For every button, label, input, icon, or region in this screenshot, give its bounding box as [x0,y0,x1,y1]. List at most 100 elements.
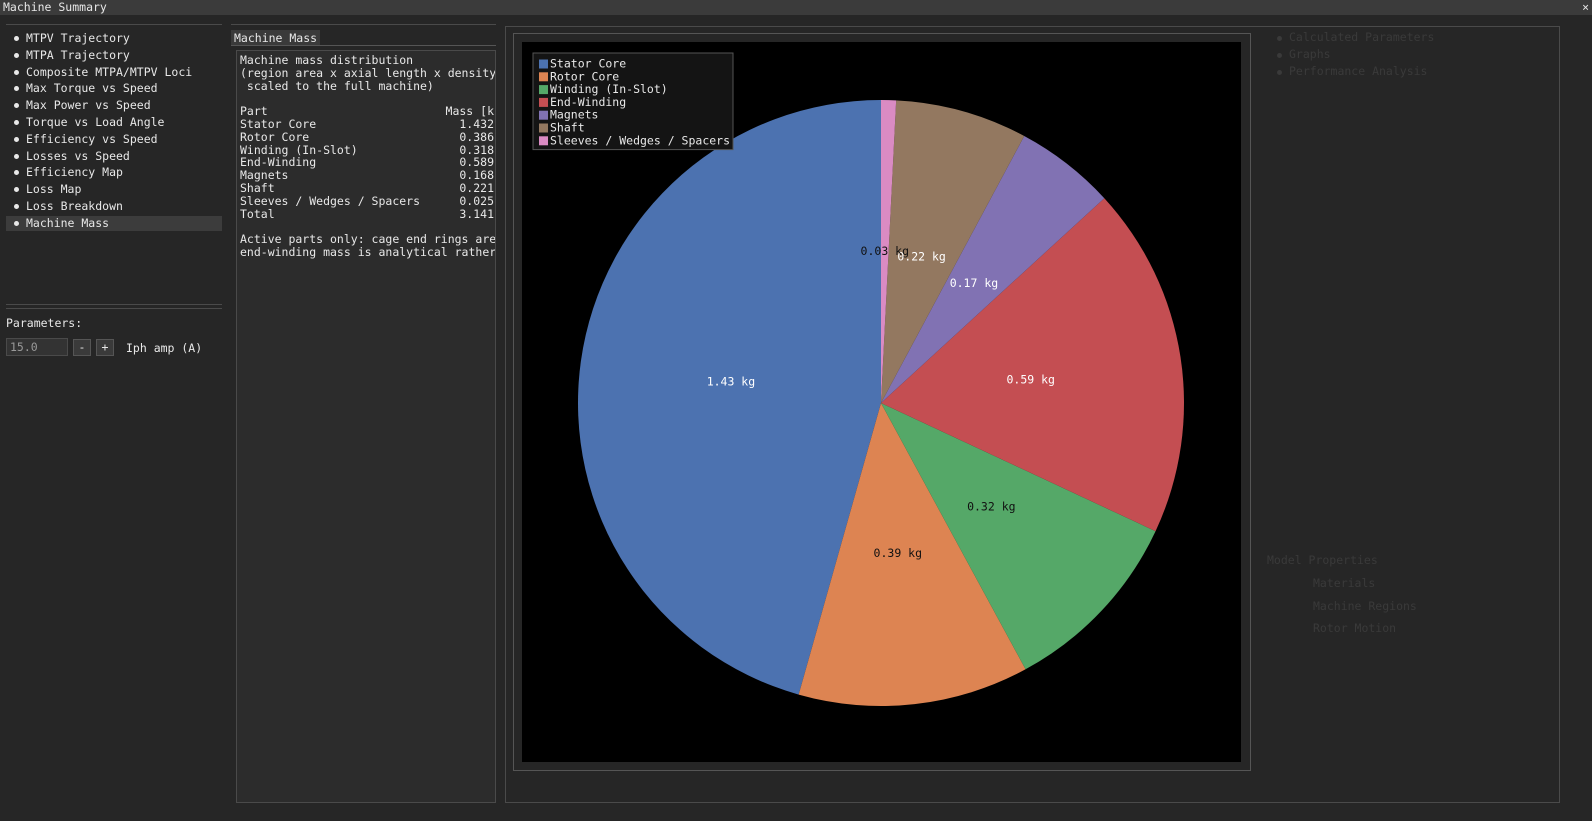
table-cell: 0.025 [459,193,494,208]
separator [6,24,222,25]
note-line: end-winding mass is analytical rather [240,245,496,259]
pie-slice [881,100,1025,403]
list-item[interactable]: MTPA Trajectory [6,48,222,63]
faint-text: Calculated Parameters [1289,30,1435,44]
window-title: Machine Summary [3,0,107,14]
table-header: Part [240,104,268,119]
bullet [14,220,19,226]
legend-swatch [539,72,548,82]
table-cell: 0.168 [459,168,494,183]
item-label: Loss Map [26,182,82,197]
list-item[interactable]: Torque vs Load Angle [6,115,222,130]
list-item[interactable]: Max Power vs Speed [6,98,222,113]
legend-swatch [539,136,548,146]
legend-swatch [539,97,548,107]
slice-label: 0.22 kg [897,250,945,264]
table-cell: Total [240,206,275,221]
list-item[interactable]: MTPV Trajectory [6,31,222,46]
slice-label: 0.59 kg [1007,372,1055,386]
title-bar: Machine Summary × [0,0,1592,15]
list-item[interactable]: Machine Mass [6,215,222,231]
plus-button[interactable]: + [96,339,114,356]
item-label: Machine Mass [26,215,110,230]
list-item[interactable]: Losses vs Speed [6,149,222,164]
item-label: Composite MTPA/MTPV Loci [26,64,193,79]
table-cell: Winding (In-Slot) [240,142,358,157]
legend-swatch [539,123,548,133]
bullet [14,204,19,209]
bullet [14,120,19,125]
list-item[interactable]: Max Torque vs Speed [6,81,222,96]
faint-text: Performance Analysis [1289,64,1428,78]
table-cell: 0.589 [459,155,494,170]
pie-slice [881,198,1184,532]
pie-slice [881,403,1156,670]
table-cell: 0.386 [459,129,494,144]
tab-line [231,45,496,46]
pie-slice [881,100,897,403]
intro-line: Machine mass distribution [240,53,414,67]
faint-bullet [1277,36,1282,41]
list-item[interactable]: Composite MTPA/MTPV Loci [6,65,222,80]
item-label: MTPA Trajectory [26,47,130,62]
bullet [14,170,19,176]
table-cell: End-Winding [240,155,317,170]
input-label: Iph amp (A) [126,341,203,355]
plot-window [505,26,1560,803]
legend [532,52,734,151]
pie-slice [798,403,1026,706]
item-label: Losses vs Speed [26,148,130,163]
table-cell: 3.141 [459,206,494,221]
legend-label: Rotor Core [550,69,619,83]
tab[interactable]: Machine Mass [231,30,321,46]
legend-swatch [539,59,548,69]
legend-label: End-Winding [550,95,626,109]
slice-label: 0.32 kg [967,499,1015,513]
slice-label: 0.17 kg [950,276,998,290]
slice-label: 1.43 kg [707,375,755,389]
legend-swatch [539,110,548,120]
table-header: Mass [k [445,104,494,119]
table-cell: 0.318 [459,142,494,157]
list-item[interactable]: Loss Breakdown [6,199,222,214]
list-item[interactable]: Loss Map [6,182,222,197]
text-panel: Machine mass distribution (region area x … [236,50,496,803]
list-item[interactable]: Efficiency vs Speed [6,132,222,147]
note-line: Active parts only: cage end rings are [240,232,496,247]
item-label: Efficiency Map [26,165,123,180]
slice-label: 0.39 kg [874,546,922,560]
faint-text: Machine Regions [1313,598,1417,613]
bullet [14,136,19,142]
minus-button[interactable]: - [73,339,91,356]
item-label: Torque vs Load Angle [26,115,165,129]
plot-frame [513,33,1251,771]
pie-slice [578,100,881,695]
slice-label: 0.03 kg [861,244,909,258]
faint-bullet [1277,70,1282,75]
legend-label: Stator Core [550,57,626,71]
faint-text: Rotor Motion [1313,621,1397,635]
table-cell: Magnets [240,168,289,183]
intro-line: scaled to the full machine) [240,78,434,93]
bullet [14,187,19,193]
pie-slice [881,135,1105,403]
item-label: Max Torque vs Speed [26,81,158,96]
input-field[interactable]: 15.0 [6,338,68,356]
bullet [14,153,19,159]
item-label: Max Power vs Speed [26,98,151,113]
faint-text: Model Properties [1267,553,1378,567]
sidebar: MTPV Trajectory MTPA Trajectory Composite … [6,24,222,811]
list-item[interactable]: Efficiency Map [6,165,222,180]
table-cell: Stator Core [240,117,317,131]
close-button[interactable]: × [1582,0,1589,14]
bullet [14,103,19,109]
parameters-label: Parameters: [6,316,83,330]
item-label: Loss Breakdown [26,199,123,213]
legend-label: Winding (In-Slot) [550,82,668,96]
item-label: Efficiency vs Speed [26,131,158,146]
legend-label: Sleeves / Wedges / Spacers [550,133,730,147]
faint-text: Graphs [1289,47,1331,61]
table-cell: Sleeves / Wedges / Spacers [240,193,421,208]
pie-chart: 1.43 kg 0.39 kg 0.32 kg 0.59 kg 0.17 kg 0.22 … [522,42,1241,762]
